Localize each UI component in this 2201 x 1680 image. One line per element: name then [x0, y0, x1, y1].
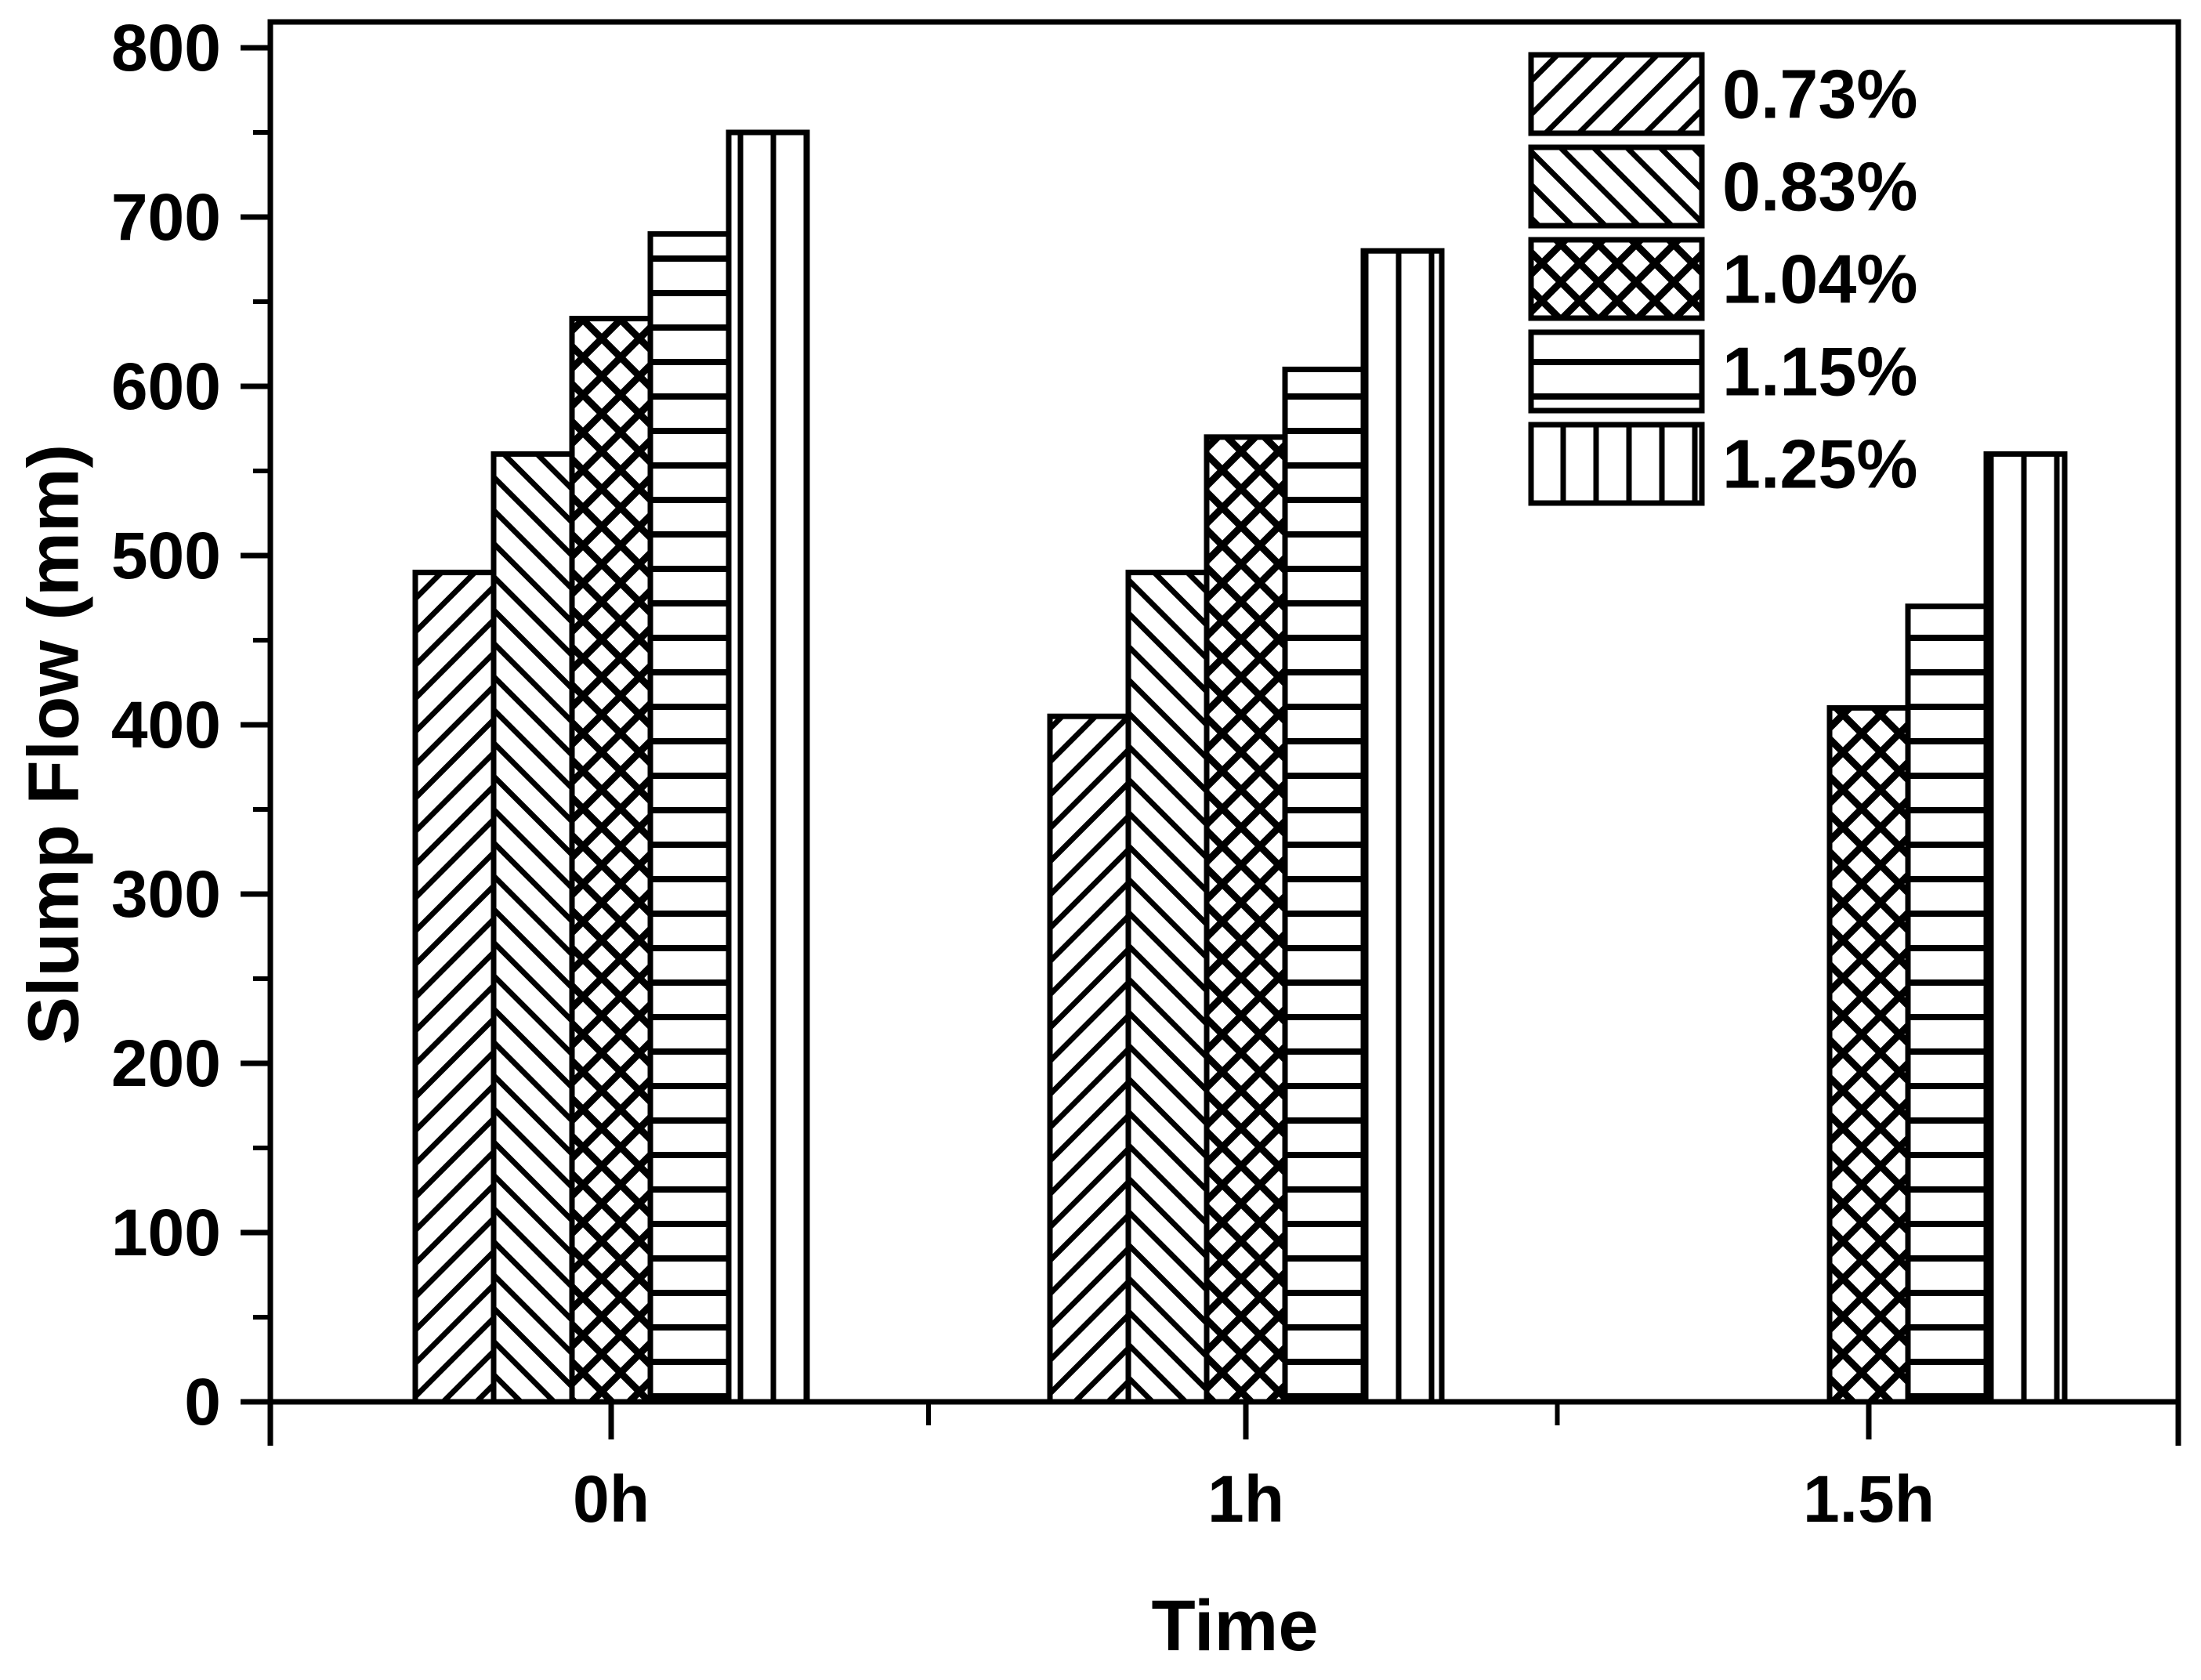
- y-tick-label: 0: [184, 1365, 221, 1439]
- bar-1.5h-1.15%: [1905, 603, 1989, 1405]
- y-tick-label: 800: [111, 11, 221, 85]
- legend-swatch-0.83%: [1528, 144, 1705, 229]
- bar-0h-1.15%: [647, 231, 732, 1405]
- legend-label: 0.73%: [1722, 56, 1918, 133]
- legend-label: 0.83%: [1722, 148, 1918, 226]
- y-tick-label: 300: [111, 857, 221, 931]
- bar-1h-0.73%: [1047, 713, 1131, 1405]
- legend-swatch-0.73%: [1528, 52, 1705, 136]
- legend-swatch-1.25%: [1528, 422, 1705, 506]
- bar-1h-1.15%: [1282, 366, 1367, 1405]
- bar-0h-1.25%: [726, 129, 810, 1405]
- bar-1.5h-1.25%: [1983, 451, 2068, 1405]
- legend-label: 1.15%: [1722, 333, 1918, 411]
- legend-swatch-1.04%: [1528, 237, 1705, 321]
- bar-0h-0.83%: [491, 451, 575, 1405]
- bar-1.5h-1.04%: [1826, 704, 1911, 1405]
- y-tick-label: 500: [111, 519, 221, 592]
- y-tick-label: 700: [111, 180, 221, 254]
- bar-1h-0.83%: [1125, 570, 1210, 1405]
- y-axis-title: Slump Flow (mm): [13, 444, 94, 1045]
- y-tick-label: 200: [111, 1026, 221, 1100]
- legend-label: 1.04%: [1722, 241, 1918, 318]
- y-tick-label: 100: [111, 1196, 221, 1269]
- bar-1h-1.25%: [1360, 248, 1445, 1405]
- x-tick-label: 1.5h: [1803, 1462, 1935, 1536]
- bar-0h-0.73%: [412, 570, 497, 1405]
- legend-swatch-1.15%: [1528, 329, 1705, 414]
- y-tick-label: 600: [111, 349, 221, 423]
- plot-border: [267, 19, 2181, 1405]
- bar-0h-1.04%: [569, 316, 653, 1405]
- x-axis-title: Time: [1151, 1586, 1319, 1666]
- x-tick-label: 1h: [1207, 1462, 1284, 1536]
- bar-1h-1.04%: [1204, 434, 1288, 1405]
- y-tick-label: 400: [111, 688, 221, 762]
- x-tick-label: 0h: [573, 1462, 650, 1536]
- legend-label: 1.25%: [1722, 425, 1918, 503]
